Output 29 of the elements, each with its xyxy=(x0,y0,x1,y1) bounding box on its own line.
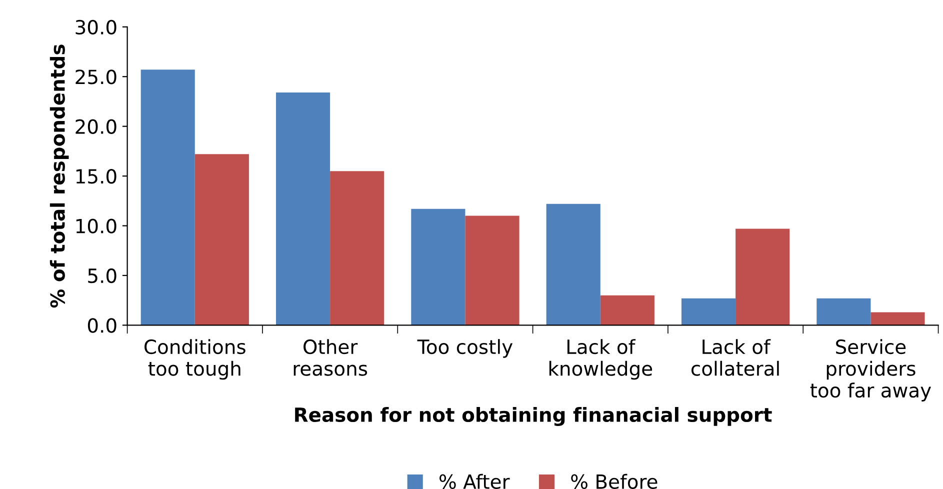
y-axis-title: % of total respondentds xyxy=(50,44,69,308)
y-tick-label: 5.0 xyxy=(88,268,116,284)
bar xyxy=(870,312,925,326)
bar xyxy=(681,298,736,326)
bar xyxy=(736,228,790,326)
x-tick-label: Service providers too far away xyxy=(810,339,932,402)
y-tick-label: 30.0 xyxy=(76,20,116,35)
y-tick-label: 10.0 xyxy=(76,218,116,234)
bar xyxy=(816,298,871,326)
y-tick-label: 25.0 xyxy=(76,70,116,84)
bar xyxy=(194,154,249,326)
y-tick-label: 20.0 xyxy=(76,119,116,134)
bar xyxy=(140,70,195,326)
bar xyxy=(465,216,520,326)
x-axis-title: Reason for not obtaining finanacial support xyxy=(295,406,772,426)
legend-label: % After xyxy=(440,474,510,489)
bar xyxy=(546,204,600,326)
x-tick-label: Lack of knowledge xyxy=(549,339,652,380)
bar xyxy=(330,171,384,326)
bar xyxy=(600,295,654,326)
y-tick-label: 15.0 xyxy=(76,168,116,184)
y-tick-label: 0.0 xyxy=(88,318,116,333)
x-tick-label: Lack of collateral xyxy=(692,339,779,376)
x-tick-label: Other reasons xyxy=(294,339,368,376)
bar xyxy=(276,92,330,326)
legend-label: % Before xyxy=(571,474,658,489)
bar xyxy=(411,208,466,326)
x-tick-label: Conditions too tough xyxy=(144,339,246,380)
x-tick-label: Too costly xyxy=(417,339,513,358)
